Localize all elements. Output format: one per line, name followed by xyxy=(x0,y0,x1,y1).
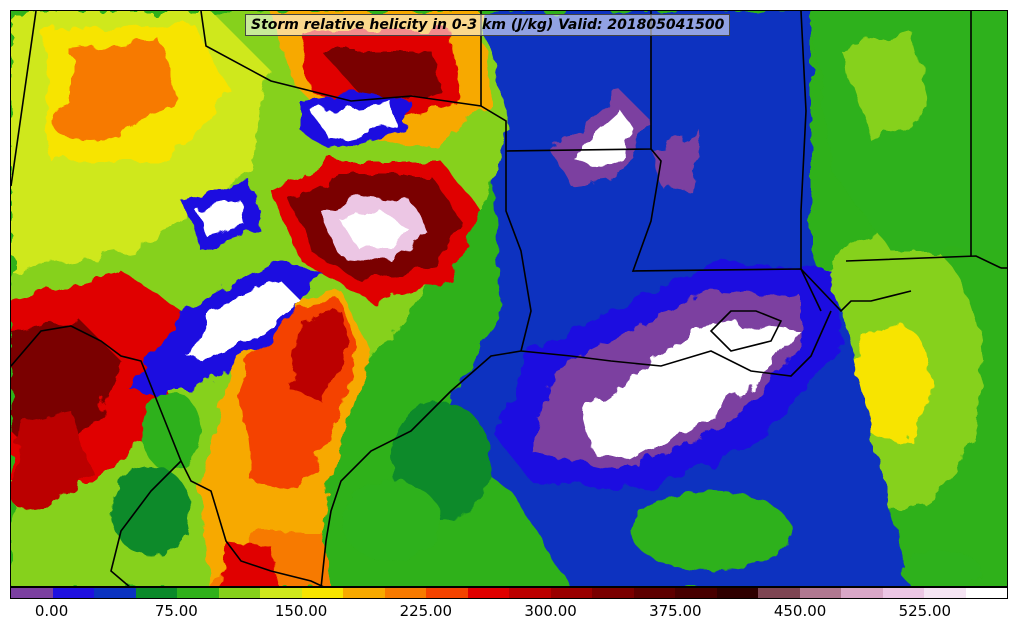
colorbar xyxy=(10,587,1008,599)
colorbar-segment xyxy=(343,588,385,598)
colorbar-segment xyxy=(218,588,260,598)
colorbar-ticks: 0.00 75.00 150.00 225.00 300.00 375.00 450.00 5… xyxy=(10,600,1008,624)
colorbar-segment xyxy=(260,588,302,598)
colorbar-segment xyxy=(550,588,592,598)
colorbar-segment xyxy=(509,588,551,598)
colorbar-segment xyxy=(467,588,509,598)
colorbar-segment xyxy=(52,588,94,598)
colorbar-segment xyxy=(924,588,966,598)
colorbar-segment xyxy=(94,588,136,598)
colorbar-tick-label: 150.00 xyxy=(274,602,328,620)
colorbar-segment xyxy=(384,588,426,598)
colorbar-tick-label: 75.00 xyxy=(154,602,198,620)
colorbar-segment xyxy=(633,588,675,598)
colorbar-segment xyxy=(716,588,758,598)
fine-contours xyxy=(51,101,981,586)
colorbar-segment xyxy=(841,588,883,598)
colorbar-tick-label: 450.00 xyxy=(773,602,827,620)
colorbar-tick-label: 225.00 xyxy=(399,602,453,620)
chart-title: Storm relative helicity in 0-3 km (J/kg)… xyxy=(245,14,731,36)
colorbar-segment xyxy=(592,588,634,598)
colorbar-segment xyxy=(965,588,1007,598)
colorbar-tick-label: 375.00 xyxy=(649,602,702,620)
map-canvas xyxy=(11,11,1007,586)
colorbar-segment xyxy=(177,588,219,598)
colorbar-segment xyxy=(799,588,841,598)
colorbar-tick-label: 300.00 xyxy=(524,602,577,620)
colorbar-segment xyxy=(882,588,924,598)
boundaries xyxy=(11,11,1007,586)
colorbar-segment xyxy=(426,588,468,598)
colorbar-segment xyxy=(675,588,717,598)
helicity-map xyxy=(10,10,1008,587)
colorbar-segment xyxy=(758,588,800,598)
colorbar-segment xyxy=(301,588,343,598)
colorbar-tick-label: 525.00 xyxy=(898,602,952,620)
colorbar-segment xyxy=(135,588,177,598)
colorbar-segment xyxy=(11,588,53,598)
helicity-contours xyxy=(11,11,1007,586)
colorbar-tick-label: 0.00 xyxy=(34,602,69,620)
